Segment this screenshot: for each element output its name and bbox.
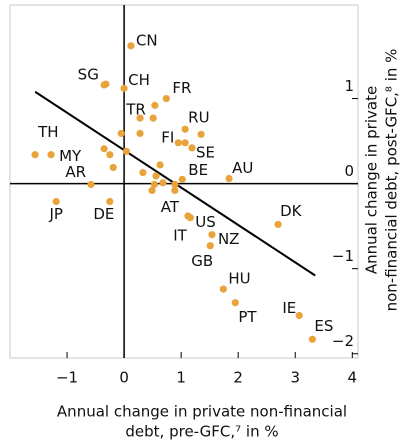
point: [52, 197, 60, 206]
y-axis-title: non-financial debt, post-GFC,⁸ in %: [383, 49, 401, 312]
x-tick-label: 3: [290, 369, 300, 387]
point: [274, 220, 282, 229]
x-axis-title: Annual change in private non-financial: [57, 403, 347, 421]
point: [181, 125, 189, 133]
point-label: AT: [161, 198, 180, 216]
point-label: FI: [161, 128, 174, 146]
point: [100, 145, 108, 153]
point: [225, 174, 233, 183]
x-tick-label: 1: [176, 369, 186, 387]
point: [208, 231, 216, 239]
point: [156, 161, 164, 169]
point-label: JP: [48, 205, 62, 223]
point-label: RU: [188, 109, 209, 127]
point-label: FR: [172, 79, 191, 97]
x-tick-label: −1: [56, 369, 78, 387]
point: [47, 151, 55, 159]
x-tick-label: 4: [348, 369, 358, 387]
point-label: DK: [280, 202, 303, 220]
point-label: SG: [78, 66, 99, 84]
x-tick-label: 2: [233, 369, 243, 387]
point: [106, 197, 114, 206]
plot-frame: [9, 4, 359, 359]
point: [148, 186, 156, 195]
point: [162, 94, 170, 103]
point: [136, 129, 144, 138]
point-label: NZ: [218, 230, 240, 248]
point: [109, 163, 117, 172]
point-label: PT: [238, 308, 257, 326]
point: [188, 144, 196, 152]
point: [151, 101, 159, 109]
point: [231, 299, 239, 307]
point: [152, 172, 160, 180]
point-label: SE: [196, 143, 215, 161]
point: [87, 180, 95, 189]
point: [117, 129, 125, 138]
point: [139, 168, 147, 177]
point: [100, 81, 108, 89]
point-label: AU: [232, 159, 253, 177]
point: [197, 130, 205, 138]
point: [184, 212, 192, 220]
point-label: CH: [128, 71, 150, 89]
point-label: US: [195, 213, 216, 231]
point-label: IT: [173, 226, 187, 244]
point: [171, 180, 179, 189]
point-label: DE: [93, 205, 114, 223]
point: [150, 180, 158, 189]
point: [181, 139, 189, 147]
point: [174, 139, 182, 147]
y-axis-title: Annual change in private: [363, 86, 381, 274]
y-tick-label: −1: [332, 247, 354, 265]
point-label: HU: [228, 270, 250, 288]
y-tick-label: 0: [344, 162, 354, 180]
point: [149, 114, 157, 122]
point-label: CN: [136, 31, 158, 49]
point: [31, 151, 39, 159]
point-label: BE: [188, 161, 208, 179]
point: [178, 175, 186, 183]
x-tick-label: 0: [119, 369, 129, 387]
point: [106, 151, 114, 159]
point: [136, 114, 144, 122]
point: [159, 179, 167, 187]
point: [308, 335, 316, 343]
point: [206, 242, 214, 250]
y-tick-label: −2: [332, 332, 354, 350]
point: [122, 147, 130, 155]
point-label: AR: [65, 163, 86, 181]
point-label: IE: [282, 299, 296, 317]
point: [171, 186, 179, 195]
point: [120, 84, 128, 92]
point-label: ES: [314, 317, 333, 335]
point: [219, 285, 227, 293]
point-label: TR: [125, 101, 146, 119]
point-label: MY: [59, 147, 82, 165]
point: [295, 311, 303, 320]
point: [127, 42, 135, 50]
point-label: TH: [37, 123, 58, 141]
x-axis-title: debt, pre-GFC,⁷ in %: [125, 423, 278, 441]
y-tick-label: 1: [344, 77, 354, 95]
point-label: GB: [191, 252, 213, 270]
